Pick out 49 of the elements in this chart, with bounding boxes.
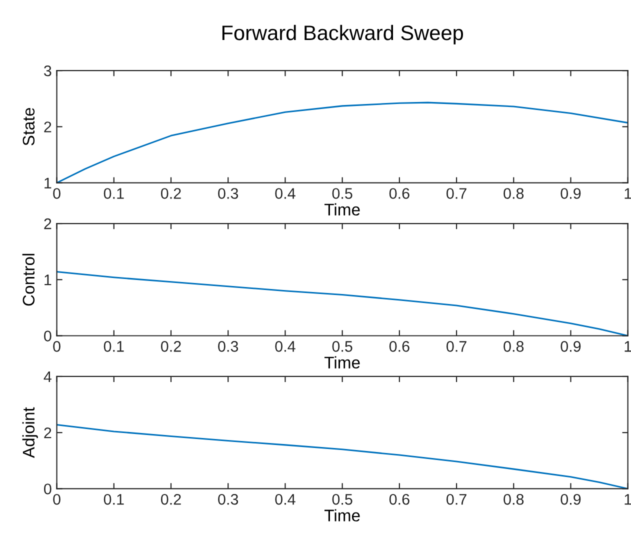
y-tick-label: 3 (44, 65, 52, 76)
x-tick-label: 0.4 (275, 188, 296, 199)
x-tick-label: 0.6 (389, 188, 410, 199)
y-tick-label: 0 (44, 330, 52, 342)
x-tick-label: 0.3 (218, 494, 238, 505)
x-tick-label: 0.3 (218, 341, 238, 352)
x-tick-label: 1 (624, 188, 631, 199)
x-tick-label: 0.9 (560, 341, 581, 352)
chart-title: Forward Backward Sweep (222, 24, 464, 44)
y-tick-label: 2 (44, 218, 52, 230)
x-tick-label: 0.7 (446, 341, 466, 352)
x-tick-label: 1 (624, 494, 631, 505)
y-tick-label: 2 (44, 122, 52, 132)
y-tick-label: 1 (44, 178, 52, 188)
y-tick-label: 1 (44, 274, 52, 286)
y-tick-label: 0 (44, 484, 52, 494)
x-tick-label: 0.7 (446, 494, 466, 505)
x-tick-label: 0.5 (332, 494, 352, 505)
x-tick-label: 0.8 (504, 341, 524, 352)
x-tick-label: 0.8 (504, 494, 524, 505)
x-tick-label: 0.9 (560, 188, 581, 199)
x-tick-label: 0 (53, 188, 60, 199)
x-tick-label: 0.3 (218, 188, 238, 199)
x-tick-label: 0.2 (160, 494, 181, 505)
x-tick-label: 0.9 (560, 494, 581, 505)
y-axis-title: Control (22, 254, 35, 306)
x-tick-label: 0.4 (275, 494, 296, 505)
x-tick-label: 0.7 (446, 188, 466, 199)
x-tick-label: 0.6 (389, 341, 410, 352)
x-tick-label: 0.5 (332, 341, 352, 352)
x-tick-label: 0.4 (275, 341, 296, 352)
x-axis-title: Time (324, 356, 360, 368)
x-tick-label: 0.5 (332, 188, 352, 199)
y-axis-title: State (22, 108, 35, 146)
x-tick-label: 1 (624, 341, 631, 352)
x-tick-label: 0.2 (160, 341, 181, 352)
x-tick-label: 0 (53, 494, 60, 505)
x-axis-title: Time (324, 203, 360, 216)
x-tick-label: 0.6 (389, 494, 410, 505)
x-tick-label: 0 (53, 341, 60, 352)
x-tick-label: 0.1 (104, 188, 124, 199)
y-tick-label: 4 (44, 372, 52, 382)
y-axis-title: Adjoint (22, 407, 38, 458)
x-tick-label: 0.1 (104, 494, 124, 505)
x-tick-label: 0.1 (104, 341, 124, 352)
y-tick-label: 2 (44, 427, 52, 438)
x-tick-label: 0.2 (160, 188, 181, 199)
x-axis-title: Time (324, 509, 360, 522)
x-tick-label: 0.8 (504, 188, 524, 199)
